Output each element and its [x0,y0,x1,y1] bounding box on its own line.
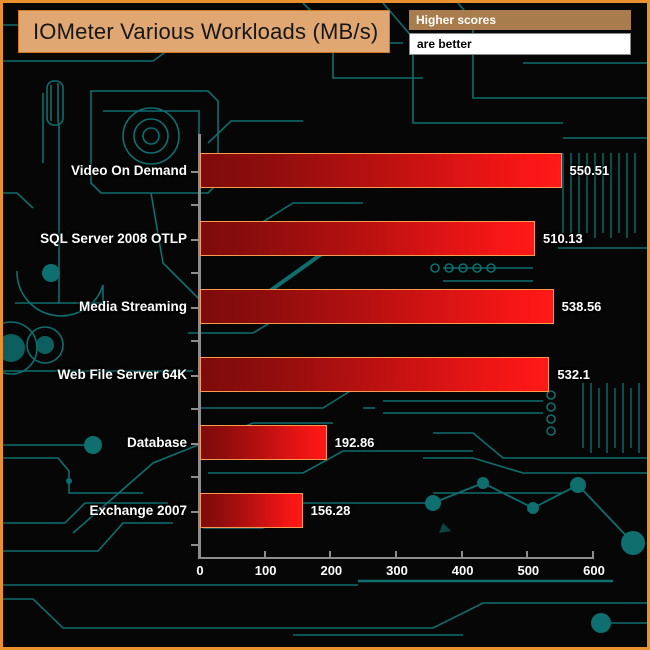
category-label: Exchange 2007 [89,503,187,518]
bar-value-label: 538.56 [561,299,602,314]
y-tick-mark-minor [191,544,198,546]
x-tick-mark [329,551,332,559]
bar-value-label: 192.86 [334,435,375,450]
chart-title-box: IOMeter Various Workloads (MB/s) [18,10,390,53]
plot-area: 0 100 200 300 400 500 600 550.51 510.13 538.56 53… [3,3,647,647]
bar[interactable] [200,221,535,256]
y-tick-mark [191,374,198,377]
x-tick-mark [395,551,397,559]
x-tick-label: 300 [386,563,408,578]
x-tick-label: 400 [451,563,474,578]
y-tick-mark-minor [191,476,198,478]
y-tick-mark [191,510,198,513]
category-label: Media Streaming [78,299,187,314]
legend-higher-scores: Higher scores [409,10,631,30]
x-tick-mark [263,551,266,559]
category-label: SQL Server 2008 OTLP [40,231,187,246]
category-label: Video On Demand [70,163,187,178]
category-label: Database [126,435,187,450]
y-tick-mark-minor [191,272,198,274]
bar-value-label: 550.51 [569,163,610,178]
bar[interactable] [200,493,303,528]
y-tick-mark-minor [191,408,198,410]
y-tick-mark [191,306,198,309]
bar-value-label: 532.1 [557,367,590,382]
y-axis [198,134,201,559]
page-title: IOMeter Various Workloads (MB/s) [33,18,379,44]
category-label: Web File Server 64K [57,367,187,382]
x-tick-mark [460,551,463,559]
bar[interactable] [200,425,327,460]
bar[interactable] [200,153,562,188]
y-tick-mark [191,238,198,241]
x-tick-label: 0 [196,563,204,578]
y-tick-mark [191,170,198,173]
bar-value-label: 156.28 [310,503,351,518]
x-tick-label: 200 [320,563,343,578]
legend-line-2: are better [417,37,472,51]
y-tick-mark-minor [191,204,198,206]
bar-value-label: 510.13 [542,231,583,246]
x-tick-label: 500 [517,563,540,578]
legend-are-better: are better [409,33,631,55]
x-tick-mark [198,551,200,559]
x-tick-label: 600 [583,563,605,578]
x-tick-label: 100 [254,563,277,578]
x-tick-mark [592,551,594,559]
bar[interactable] [200,357,550,392]
y-tick-mark-minor [191,340,198,342]
bar[interactable] [200,289,554,324]
y-tick-mark [191,442,198,445]
legend-line-1: Higher scores [416,13,497,27]
x-tick-mark [526,551,529,559]
